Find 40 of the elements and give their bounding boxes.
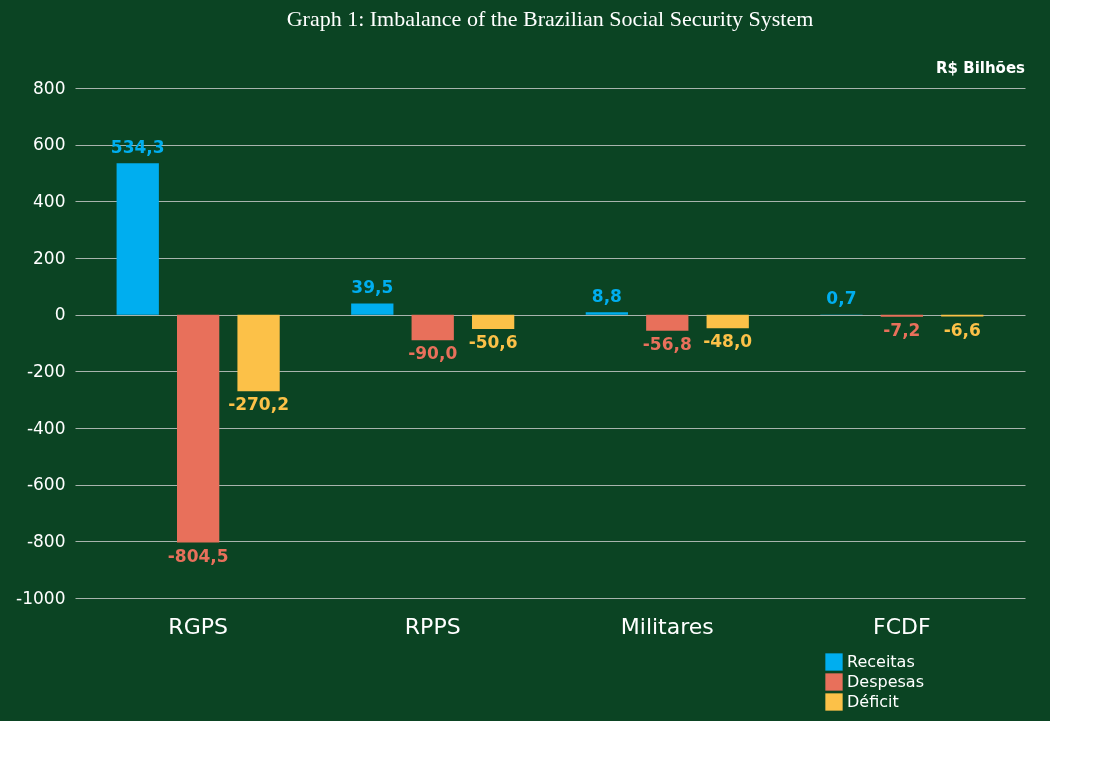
data-label: 8,8 (591, 286, 622, 307)
x-tick-label: RPPS (404, 613, 461, 639)
y-tick-label: 600 (33, 134, 66, 155)
y-tick-label: -400 (26, 417, 66, 438)
data-label: -804,5 (167, 545, 229, 566)
bar (116, 163, 159, 315)
y-tick-label: 0 (54, 304, 66, 325)
data-label: -7,2 (883, 319, 921, 340)
x-tick-label: RGPS (168, 613, 228, 639)
bar (411, 314, 454, 341)
legend-label: Despesas (847, 672, 924, 691)
bar (585, 312, 629, 315)
data-label: 39,5 (351, 277, 394, 298)
y-tick-label: -800 (26, 530, 66, 551)
y-tick-label: 400 (33, 190, 66, 211)
bar (237, 314, 280, 392)
x-tick-label: FCDF (873, 613, 931, 639)
y-tick-label: -1000 (16, 587, 66, 608)
data-label: -90,0 (408, 343, 458, 364)
text: R$ Bilhões (935, 59, 1026, 77)
data-label: -48,0 (703, 331, 753, 352)
bar (646, 314, 689, 331)
bar (706, 314, 749, 329)
data-label: -50,6 (468, 332, 518, 352)
y-tick-label: 800 (33, 77, 66, 98)
y-tick-label: 200 (33, 247, 66, 268)
y-tick-label: -200 (26, 360, 66, 381)
bar (351, 303, 394, 315)
chart-title: Graph 1: Imbalance of the Brazilian Social Security System (286, 6, 814, 31)
data-label: -56,8 (642, 333, 692, 354)
bar (880, 314, 923, 317)
legend-label: Receitas (847, 652, 915, 671)
data-label: -6,6 (943, 319, 981, 340)
bar (471, 314, 515, 329)
x-tick-label: Militares (620, 613, 714, 639)
legend-label: Déficit (847, 692, 899, 711)
data-label: 0,7 (826, 288, 857, 309)
y-tick-label: -600 (26, 474, 66, 495)
bar (177, 314, 220, 543)
data-label: -270,2 (228, 394, 289, 415)
